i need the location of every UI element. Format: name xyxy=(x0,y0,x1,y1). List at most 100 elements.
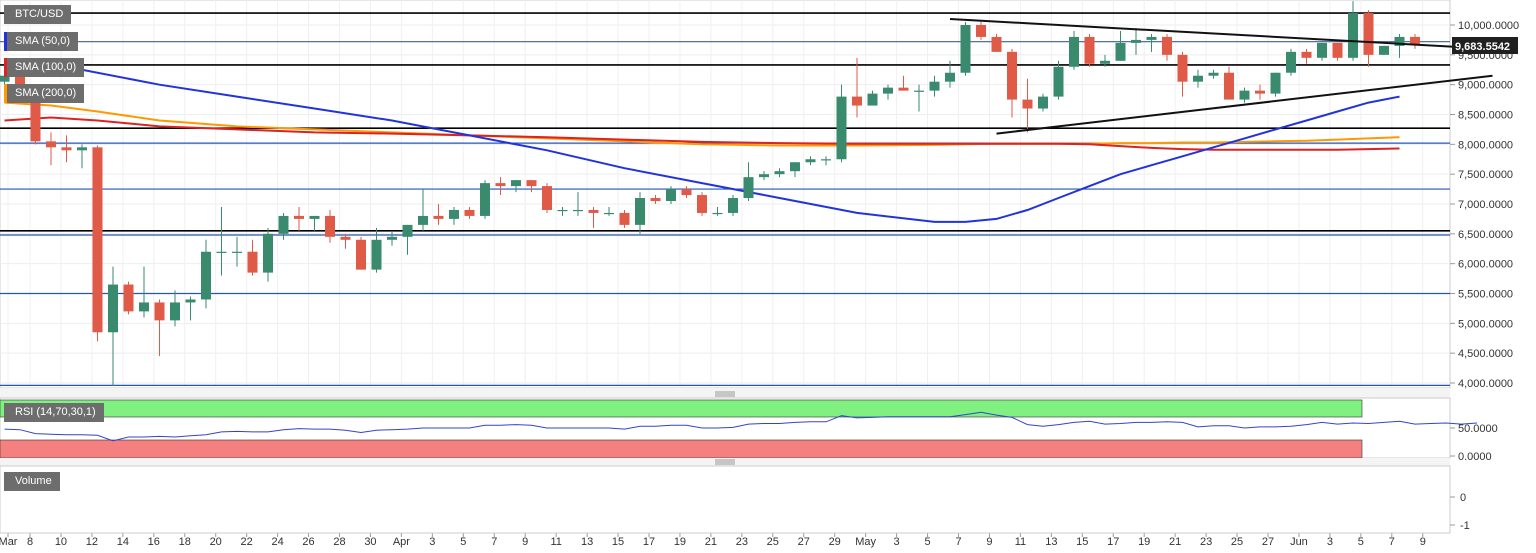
trendline xyxy=(996,74,1493,135)
candle xyxy=(278,212,289,240)
candle xyxy=(1053,60,1064,100)
candle xyxy=(1177,51,1188,97)
candle xyxy=(604,206,614,216)
sma100-legend[interactable]: SMA (100,0) xyxy=(4,58,85,77)
candle xyxy=(418,189,428,231)
candle-body xyxy=(945,72,955,82)
candle-body xyxy=(309,215,320,219)
candle xyxy=(542,183,552,213)
symbol-legend[interactable]: BTC/USD xyxy=(4,5,72,24)
candle-body xyxy=(1348,13,1358,58)
candle-body xyxy=(728,198,738,213)
candle-body xyxy=(1363,13,1374,55)
candle xyxy=(1193,69,1203,88)
candle-body xyxy=(1394,36,1405,46)
volume-panel-frame xyxy=(0,465,1451,534)
candle-body xyxy=(867,93,878,106)
time-tick-label: 10 xyxy=(55,536,67,548)
candle xyxy=(1363,10,1374,67)
time-tick-label: 28 xyxy=(333,536,345,548)
time-tick-label: 17 xyxy=(643,536,655,548)
panel-splitter-2[interactable] xyxy=(0,458,1450,466)
candle xyxy=(666,186,676,204)
candle-body xyxy=(464,209,475,216)
last-price-label: 9,683.5542 xyxy=(1455,41,1510,53)
candle xyxy=(573,192,583,216)
candle xyxy=(1146,33,1157,52)
price-tick-label: 8,000.0000 xyxy=(1458,139,1513,151)
candle xyxy=(325,209,335,243)
candle-body xyxy=(1069,36,1079,67)
candle-body xyxy=(635,198,645,225)
time-tick-label: 23 xyxy=(736,536,748,548)
candle xyxy=(449,206,459,225)
candle xyxy=(1007,48,1017,118)
candle xyxy=(1317,42,1327,61)
candle xyxy=(1255,84,1265,100)
candle xyxy=(1270,72,1281,97)
time-tick-label: 12 xyxy=(86,536,98,548)
candle-body xyxy=(976,25,986,37)
candle xyxy=(1069,30,1079,70)
sma50-legend[interactable]: SMA (50,0) xyxy=(4,32,79,51)
candle xyxy=(371,227,382,273)
candle-body xyxy=(604,212,614,215)
panel-splitter[interactable] xyxy=(0,388,1450,398)
volume-label: Volume xyxy=(15,475,52,487)
candle xyxy=(526,180,537,193)
rsi-label: RSI (14,70,30,1) xyxy=(15,406,96,418)
volume-panel: -1 0 xyxy=(0,465,1470,534)
price-tick-label: 7,500.0000 xyxy=(1458,169,1513,181)
time-tick-label: 11 xyxy=(1015,536,1026,548)
candle-body xyxy=(247,251,258,273)
candle xyxy=(216,206,227,276)
candle xyxy=(1239,87,1250,103)
time-tick-label: 25 xyxy=(1231,536,1243,548)
time-tick-label: 15 xyxy=(1076,536,1088,548)
candle xyxy=(1115,30,1126,61)
candle-body xyxy=(1162,36,1172,55)
time-tick-label: 24 xyxy=(271,536,283,548)
candle-body xyxy=(898,87,909,91)
candle-body xyxy=(712,212,723,215)
candle-body xyxy=(852,96,862,106)
candle-body xyxy=(511,180,521,187)
candle xyxy=(697,192,707,216)
candle-body xyxy=(1270,72,1281,94)
candle-body xyxy=(340,236,351,240)
candle-body xyxy=(170,302,180,321)
candle xyxy=(464,206,475,219)
candle-body xyxy=(1224,72,1234,100)
candle xyxy=(1208,69,1219,79)
candle-body xyxy=(46,141,56,148)
candle-body xyxy=(154,302,165,321)
price-tick-label: 4,000.0000 xyxy=(1458,378,1513,390)
candle-body xyxy=(1007,51,1017,100)
rsi-legend[interactable]: RSI (14,70,30,1) xyxy=(4,403,104,422)
candle-body xyxy=(1115,42,1126,61)
candle-body xyxy=(759,174,769,178)
candle xyxy=(681,186,692,199)
time-tick-label: 13 xyxy=(1045,536,1057,548)
time-tick-label: 5 xyxy=(924,536,930,548)
candle xyxy=(1224,66,1234,100)
sma200-legend[interactable]: SMA (200,0) xyxy=(4,84,85,103)
candle-body xyxy=(325,215,335,237)
candle xyxy=(154,299,165,357)
candle-body xyxy=(1410,36,1420,44)
time-tick-label: 14 xyxy=(117,536,129,548)
candle-body xyxy=(1208,72,1219,76)
candle-body xyxy=(681,189,692,196)
time-tick-label: 29 xyxy=(829,536,841,548)
candle xyxy=(46,132,56,166)
candle-body xyxy=(1100,60,1110,64)
candle xyxy=(92,145,103,342)
candle-body xyxy=(1053,66,1064,97)
candle xyxy=(294,206,304,231)
candle-body xyxy=(836,96,847,160)
candle-body xyxy=(883,87,893,94)
time-tick-label: 7 xyxy=(955,536,961,548)
volume-legend[interactable]: Volume xyxy=(4,472,60,491)
candle xyxy=(635,192,645,234)
